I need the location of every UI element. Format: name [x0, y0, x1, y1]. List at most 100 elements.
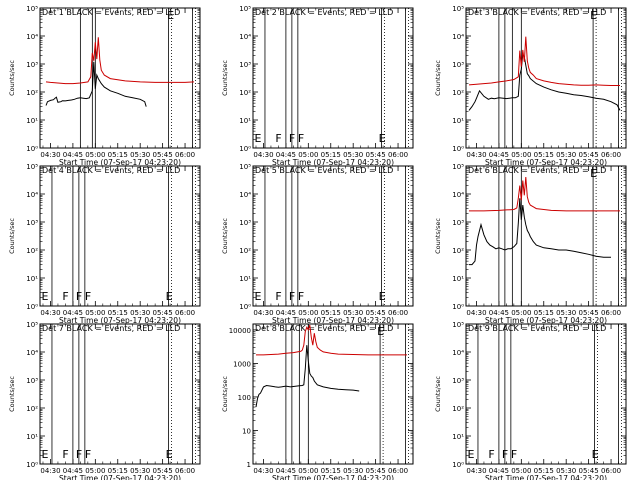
marker-letter-f: F — [289, 290, 295, 303]
plot-frame — [39, 7, 201, 149]
x-axis-label: Start Time (07-Sep-17 04:23:20) — [272, 158, 394, 167]
panel-title: Det 7 BLACK = Events, RED = LLD — [42, 324, 180, 333]
y-tick-label: 10³ — [239, 61, 251, 69]
plot-frame — [465, 323, 627, 465]
x-tick-label: 05:15 — [321, 467, 341, 475]
x-tick-label: 06:00 — [601, 151, 621, 159]
marker-letter-e: E — [379, 290, 386, 303]
y-tick-label: 10 — [242, 427, 251, 435]
marker-letter-e: E — [592, 448, 599, 461]
x-tick-label: 06:00 — [388, 151, 408, 159]
panel-det-2: Det 2 BLACK = Events, RED = LLD Counts/se… — [221, 5, 414, 167]
x-tick-label: 04:30 — [40, 309, 60, 317]
x-tick-label: 04:30 — [40, 151, 60, 159]
marker-letter-f: F — [289, 132, 295, 145]
marker-letter-f: F — [76, 448, 82, 461]
x-tick-label: 05:30 — [130, 151, 150, 159]
marker-letter-e: E — [590, 9, 597, 22]
x-tick-label: 05:45 — [153, 309, 173, 317]
x-tick-label: 04:30 — [466, 151, 486, 159]
panel-title: Det 5 BLACK = Events, RED = LLD — [255, 166, 393, 175]
y-tick-label: 10⁴ — [26, 33, 38, 41]
y-tick-label: 10⁰ — [26, 303, 38, 311]
x-axis-label: Start Time (07-Sep-17 04:23:20) — [485, 158, 607, 167]
y-tick-label: 10⁰ — [239, 145, 251, 153]
x-tick-label: 05:30 — [556, 309, 576, 317]
x-tick-label: 04:45 — [489, 309, 509, 317]
plot-frame — [39, 165, 201, 307]
panel-title: Det 8 BLACK = Events, RED = LLD — [255, 324, 393, 333]
marker-letter-f: F — [76, 290, 82, 303]
panel-title: Det 2 BLACK = Events, RED = LLD — [255, 8, 393, 17]
y-tick-label: 10⁴ — [452, 33, 464, 41]
x-tick-label: 04:30 — [253, 151, 273, 159]
x-tick-label: 05:45 — [579, 151, 599, 159]
x-tick-label: 04:45 — [276, 151, 296, 159]
x-tick-label: 04:45 — [489, 467, 509, 475]
x-tick-label: 04:45 — [489, 151, 509, 159]
marker-letter-e: E — [254, 290, 261, 303]
x-tick-label: 04:30 — [466, 467, 486, 475]
y-tick-label: 10¹ — [26, 117, 38, 125]
y-tick-label: 10⁴ — [26, 191, 38, 199]
x-tick-label: 06:00 — [175, 309, 195, 317]
marker-letter-f: F — [511, 448, 517, 461]
x-tick-label: 05:30 — [343, 151, 363, 159]
series-events-line — [469, 198, 611, 266]
panel-det-8: Det 8 BLACK = Events, RED = LLD Counts/se… — [221, 323, 414, 483]
x-tick-label: 05:30 — [556, 151, 576, 159]
y-tick-label: 10⁵ — [452, 321, 464, 329]
y-axis-label: Counts/sec — [221, 60, 229, 96]
panel-title: Det 3 BLACK = Events, RED = LLD — [468, 8, 606, 17]
y-tick-label: 10¹ — [239, 117, 251, 125]
x-tick-label: 05:00 — [85, 151, 105, 159]
y-tick-label: 10¹ — [26, 275, 38, 283]
y-tick-label: 10² — [452, 405, 464, 413]
x-tick-label: 04:45 — [276, 467, 296, 475]
panel-det-7: Det 7 BLACK = Events, RED = LLD Counts/se… — [8, 321, 201, 483]
y-tick-label: 1 — [247, 461, 251, 469]
panel-title: Det 4 BLACK = Events, RED = LLD — [42, 166, 180, 175]
panel-title: Det 9 BLACK = Events, RED = LLD — [468, 324, 606, 333]
marker-letter-e: E — [590, 167, 597, 180]
x-tick-label: 05:15 — [321, 309, 341, 317]
y-tick-label: 10⁴ — [452, 191, 464, 199]
marker-letter-e: E — [41, 448, 48, 461]
panel-det-4: Det 4 BLACK = Events, RED = LLD Counts/se… — [8, 163, 201, 325]
y-tick-label: 10³ — [26, 61, 38, 69]
marker-letter-f: F — [488, 448, 494, 461]
x-tick-label: 05:30 — [556, 467, 576, 475]
x-tick-label: 05:00 — [511, 467, 531, 475]
x-tick-label: 05:45 — [579, 467, 599, 475]
x-tick-label: 05:00 — [511, 151, 531, 159]
marker-letter-f: F — [298, 290, 304, 303]
x-tick-label: 05:30 — [130, 309, 150, 317]
y-axis-label: Counts/sec — [221, 218, 229, 254]
y-tick-label: 10³ — [452, 61, 464, 69]
y-tick-label: 10⁰ — [452, 461, 464, 469]
x-tick-label: 06:00 — [601, 467, 621, 475]
y-tick-label: 10⁰ — [452, 303, 464, 311]
x-axis-label: Start Time (07-Sep-17 04:23:20) — [59, 474, 181, 480]
marker-letter-f: F — [85, 448, 91, 461]
panel-det-5: Det 5 BLACK = Events, RED = LLD Counts/se… — [221, 163, 414, 325]
x-tick-label: 04:45 — [63, 309, 83, 317]
y-tick-label: 10⁵ — [452, 163, 464, 171]
y-tick-label: 10⁰ — [26, 145, 38, 153]
y-tick-label: 10¹ — [452, 433, 464, 441]
y-tick-label: 10⁴ — [239, 33, 251, 41]
y-tick-label: 10¹ — [239, 275, 251, 283]
x-tick-label: 05:15 — [321, 151, 341, 159]
plot-frame — [465, 165, 627, 307]
marker-letter-e: E — [377, 325, 384, 338]
x-tick-label: 05:15 — [108, 309, 128, 317]
x-tick-label: 04:30 — [253, 309, 273, 317]
x-tick-label: 05:45 — [366, 467, 386, 475]
y-tick-label: 10² — [452, 247, 464, 255]
x-tick-label: 05:45 — [579, 309, 599, 317]
panel-title: Det 1 BLACK = Events, RED = LLD — [42, 8, 180, 17]
marker-letter-e: E — [254, 132, 261, 145]
x-tick-label: 05:15 — [108, 467, 128, 475]
x-tick-label: 06:00 — [175, 151, 195, 159]
series-lld-line — [468, 36, 620, 86]
